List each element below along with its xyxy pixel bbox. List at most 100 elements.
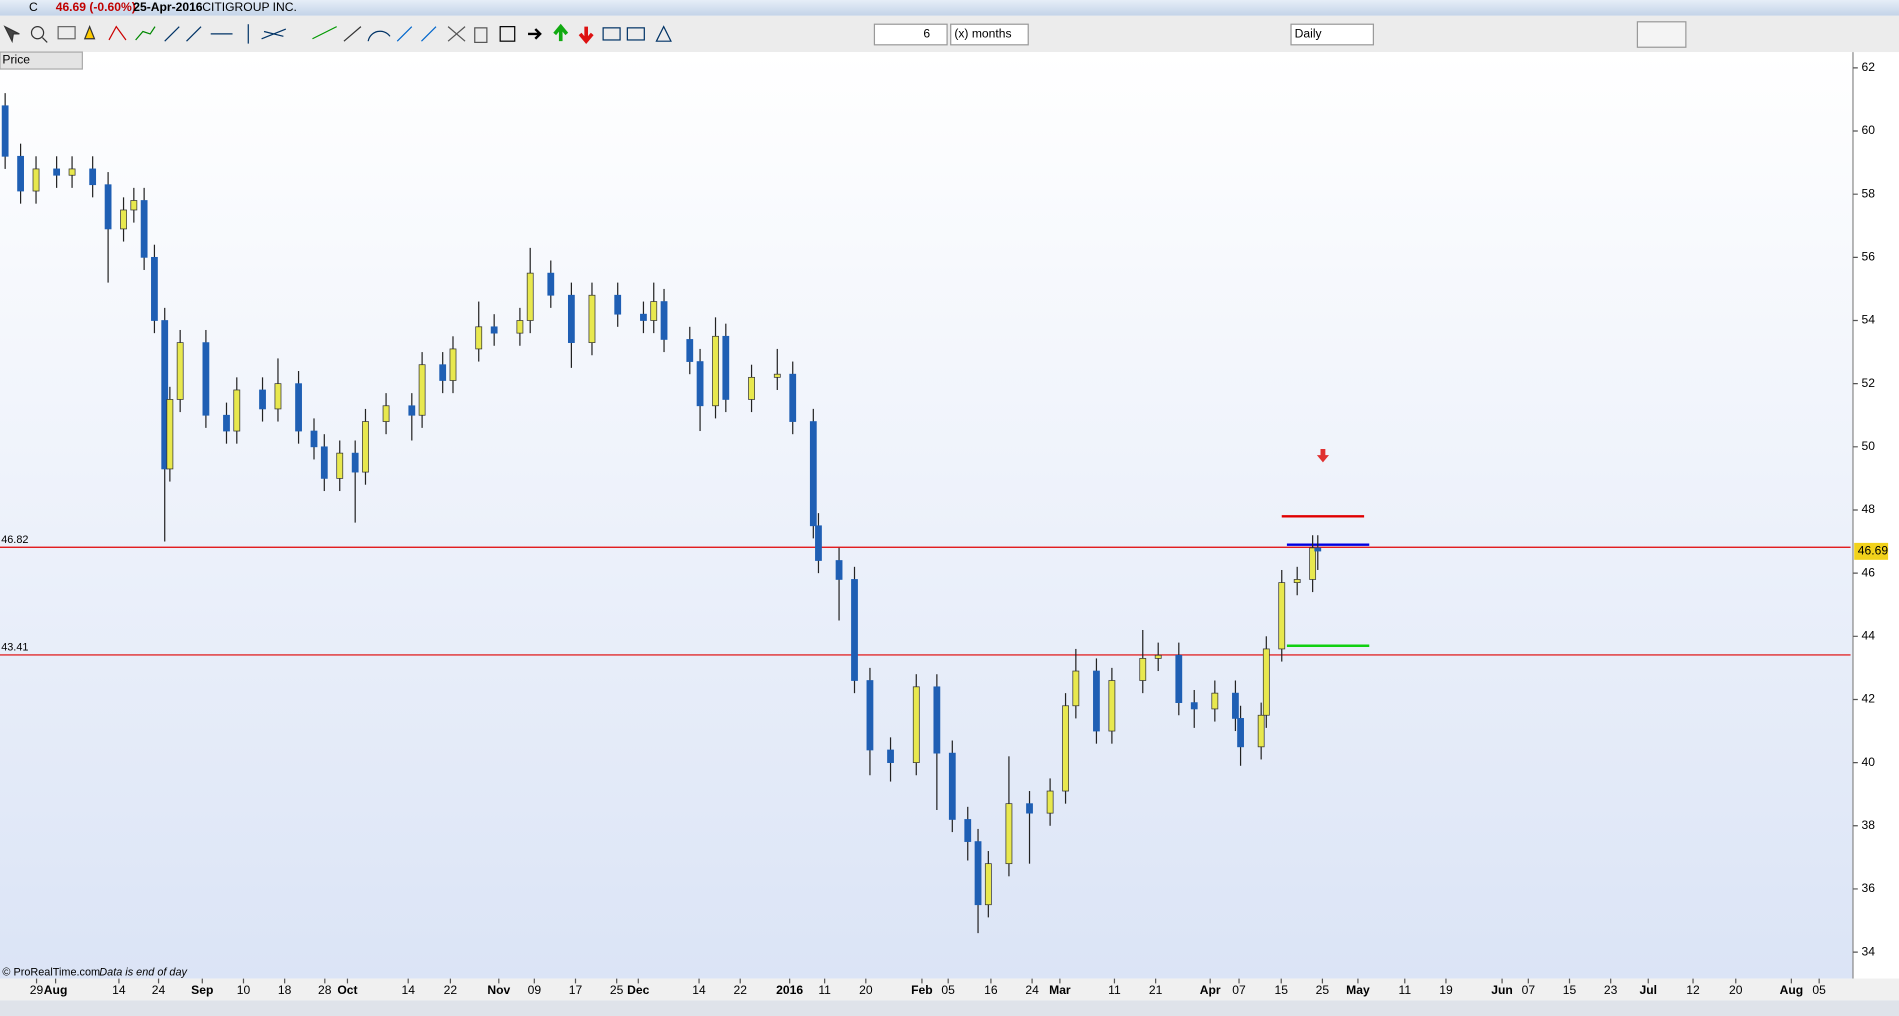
- candle-body: [449, 348, 457, 381]
- signal-arrow: [1316, 449, 1329, 463]
- x-tick-label: Jul: [1640, 983, 1658, 997]
- x-tick-label: 11: [818, 983, 831, 997]
- horizontal-line-label: 46.82: [1, 534, 28, 546]
- y-tick-label: 52: [1861, 376, 1875, 390]
- y-tick-label: 56: [1861, 250, 1875, 264]
- x-tick-label: 25: [1316, 983, 1330, 997]
- x-tick-label: May: [1346, 983, 1370, 997]
- x-tick-label: Jun: [1491, 983, 1513, 997]
- candle-body: [336, 452, 344, 479]
- y-tick-label: 60: [1861, 123, 1875, 137]
- x-tick-label: 21: [1149, 983, 1163, 997]
- candle-body: [89, 168, 97, 186]
- scrollbar[interactable]: [0, 1000, 1899, 1016]
- period-select[interactable]: [950, 23, 1029, 46]
- y-tick-label: 54: [1861, 313, 1875, 327]
- candle-body: [660, 301, 668, 340]
- y-tick-label: 44: [1861, 629, 1875, 643]
- candle-body: [1139, 658, 1147, 681]
- x-tick-label: Nov: [487, 983, 510, 997]
- candle-body: [1005, 803, 1013, 865]
- candle-body: [748, 376, 755, 400]
- candle-body: [104, 184, 112, 230]
- candle-body: [140, 200, 148, 258]
- y-tick-label: 62: [1861, 60, 1875, 74]
- candle-body: [614, 294, 622, 315]
- candle-body: [964, 819, 972, 842]
- candle-body: [120, 209, 127, 230]
- candle-body: [722, 335, 730, 400]
- candle-body: [151, 256, 158, 321]
- y-tick-label: 38: [1861, 818, 1875, 832]
- candle-body: [640, 313, 647, 321]
- y-tick-label: 50: [1861, 439, 1875, 453]
- x-axis-area: [0, 978, 1899, 1001]
- x-tick-label: 15: [1274, 983, 1288, 997]
- candle-body: [274, 383, 282, 410]
- candle-body: [382, 405, 390, 422]
- candle-body: [176, 342, 184, 400]
- candle-body: [166, 399, 174, 470]
- tool-icons[interactable]: [3, 23, 672, 45]
- period-input[interactable]: [873, 23, 948, 46]
- candle-body: [351, 452, 359, 473]
- candle-body: [933, 686, 941, 754]
- candle-body: [696, 361, 704, 407]
- x-tick-label: Aug: [1780, 983, 1804, 997]
- panel-label: Price: [2, 53, 30, 67]
- x-tick-label: 14: [401, 983, 415, 997]
- interval-select[interactable]: [1290, 23, 1374, 46]
- x-tick-label: 10: [237, 983, 251, 997]
- candle-body: [259, 389, 266, 410]
- x-tick-label: 28: [318, 983, 332, 997]
- y-tick-label: 40: [1861, 755, 1875, 769]
- candle-body: [650, 301, 658, 321]
- x-tick-label: 17: [569, 983, 583, 997]
- candle-body: [948, 752, 956, 820]
- instrument-name: CITIGROUP INC.: [202, 0, 297, 14]
- x-tick-label: 05: [1812, 983, 1826, 997]
- y-axis-area: [1852, 52, 1899, 979]
- candle-body: [1211, 692, 1219, 710]
- x-tick-label: Sep: [191, 983, 213, 997]
- x-tick-label: 14: [112, 983, 126, 997]
- y-tick-label: 36: [1861, 881, 1875, 895]
- candle-body: [202, 342, 210, 416]
- candle-body: [1154, 654, 1162, 659]
- y-tick-label: 34: [1861, 944, 1875, 958]
- y-tick-label: 58: [1861, 186, 1875, 200]
- x-tick-label: 24: [152, 983, 166, 997]
- candle-body: [320, 446, 328, 479]
- candle-body: [1232, 692, 1239, 719]
- candle-body: [295, 383, 302, 432]
- candle-body: [233, 389, 241, 432]
- horizontal-line-label: 43.41: [1, 642, 28, 654]
- x-tick-label: 09: [528, 983, 542, 997]
- candle-body: [1190, 702, 1198, 710]
- candle-body: [223, 414, 230, 432]
- candle-body: [547, 272, 555, 296]
- x-tick-label: Mar: [1049, 983, 1071, 997]
- x-tick-label: Dec: [627, 983, 649, 997]
- candle-body: [1309, 547, 1317, 580]
- candle-body: [912, 686, 920, 763]
- candle-body: [984, 863, 992, 906]
- candle-body: [418, 364, 426, 416]
- candle-body: [851, 579, 858, 681]
- symbol: C: [29, 0, 38, 14]
- candle-body: [1293, 579, 1301, 583]
- period-count: 6: [923, 27, 930, 41]
- indicator-button[interactable]: [1636, 21, 1687, 48]
- data-note: Data is end of day: [99, 966, 187, 978]
- candle-body: [712, 335, 719, 407]
- panel-tab[interactable]: [0, 51, 83, 70]
- x-tick-label: 20: [1729, 983, 1743, 997]
- candle-body: [974, 841, 982, 906]
- candle-body: [1175, 654, 1183, 703]
- quote: 46.69 (-0.60%): [56, 0, 136, 14]
- x-tick-label: 2016: [776, 983, 803, 997]
- candle-body: [567, 294, 575, 343]
